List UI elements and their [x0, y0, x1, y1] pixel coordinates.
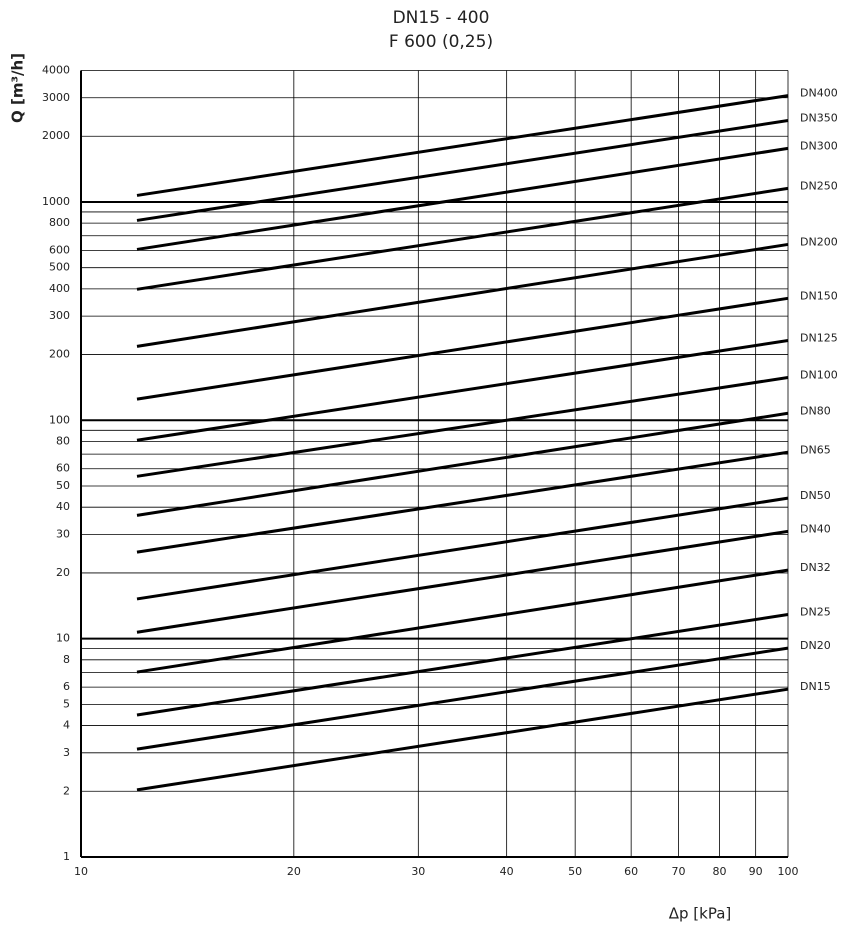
y-tick-label: 10: [56, 632, 70, 645]
series-line: [136, 146, 789, 251]
y-tick-label: 3000: [42, 91, 70, 104]
series-label: DN250: [800, 179, 838, 192]
x-tick-label: 20: [287, 865, 301, 878]
series-line: [136, 411, 789, 517]
y-tick-label: 100: [49, 413, 70, 426]
series-label: DN300: [800, 139, 838, 152]
y-axis-label: Q [m³/h]: [9, 53, 27, 123]
x-tick-label: 40: [500, 865, 514, 878]
series-line: [136, 613, 789, 717]
y-tick-label: 3: [63, 746, 70, 759]
series-label: DN125: [800, 332, 838, 345]
y-tick-label: 2000: [42, 129, 70, 142]
x-tick-label: 10: [74, 865, 88, 878]
series-line: [136, 496, 789, 601]
series-line: [136, 568, 789, 674]
series-label: DN400: [800, 87, 838, 100]
y-tick-label: 80: [56, 434, 70, 447]
x-axis-label: Δp [kPa]: [669, 905, 732, 923]
y-tick-label: 40: [56, 500, 70, 513]
y-tick-label: 300: [49, 309, 70, 322]
series-line: [136, 529, 789, 634]
y-tick-label: 2: [63, 784, 70, 797]
x-tick-label: 80: [712, 865, 726, 878]
series-label: DN200: [800, 235, 838, 248]
y-tick-label: 800: [49, 216, 70, 229]
y-tick-label: 200: [49, 348, 70, 361]
series-line: [136, 376, 789, 478]
series-label: DN32: [800, 561, 831, 574]
x-tick-label: 30: [411, 865, 425, 878]
series-label: DN80: [800, 404, 831, 417]
y-tick-label: 6: [63, 680, 70, 693]
y-tick-label: 600: [49, 243, 70, 256]
y-tick-label: 50: [56, 479, 70, 492]
y-tick-label: 1: [63, 850, 70, 863]
series-line: [136, 119, 789, 222]
series-label: DN40: [800, 522, 831, 535]
y-tick-label: 500: [49, 261, 70, 274]
chart-title: DN15 - 400: [393, 8, 490, 28]
series-line: [136, 646, 789, 751]
y-tick-label: 4000: [42, 64, 70, 77]
x-tick-label: 50: [568, 865, 582, 878]
y-tick-label: 8: [63, 653, 70, 666]
series-line: [136, 687, 789, 792]
series-label: DN350: [800, 112, 838, 125]
chart-subtitle: F 600 (0,25): [389, 32, 493, 52]
series-label: DN100: [800, 369, 838, 382]
series-line: [136, 450, 789, 554]
series-line: [136, 242, 789, 348]
series-line: [136, 94, 789, 197]
series-label: DN25: [800, 606, 831, 619]
x-tick-label: 100: [778, 865, 799, 878]
series-line: [136, 296, 789, 401]
series-label: DN20: [800, 639, 831, 652]
series-line: [136, 186, 789, 291]
series-label: DN65: [800, 443, 831, 456]
y-tick-label: 20: [56, 566, 70, 579]
y-tick-label: 4: [63, 719, 70, 732]
series-label: DN15: [800, 680, 831, 693]
y-tick-label: 400: [49, 282, 70, 295]
x-tick-label: 60: [624, 865, 638, 878]
series-line: [136, 339, 789, 442]
series-label: DN50: [800, 489, 831, 502]
series-label: DN150: [800, 289, 838, 302]
x-tick-label: 70: [671, 865, 685, 878]
y-tick-label: 30: [56, 527, 70, 540]
x-tick-label: 90: [749, 865, 763, 878]
y-tick-label: 5: [63, 697, 70, 710]
y-tick-label: 60: [56, 462, 70, 475]
y-tick-label: 1000: [42, 195, 70, 208]
